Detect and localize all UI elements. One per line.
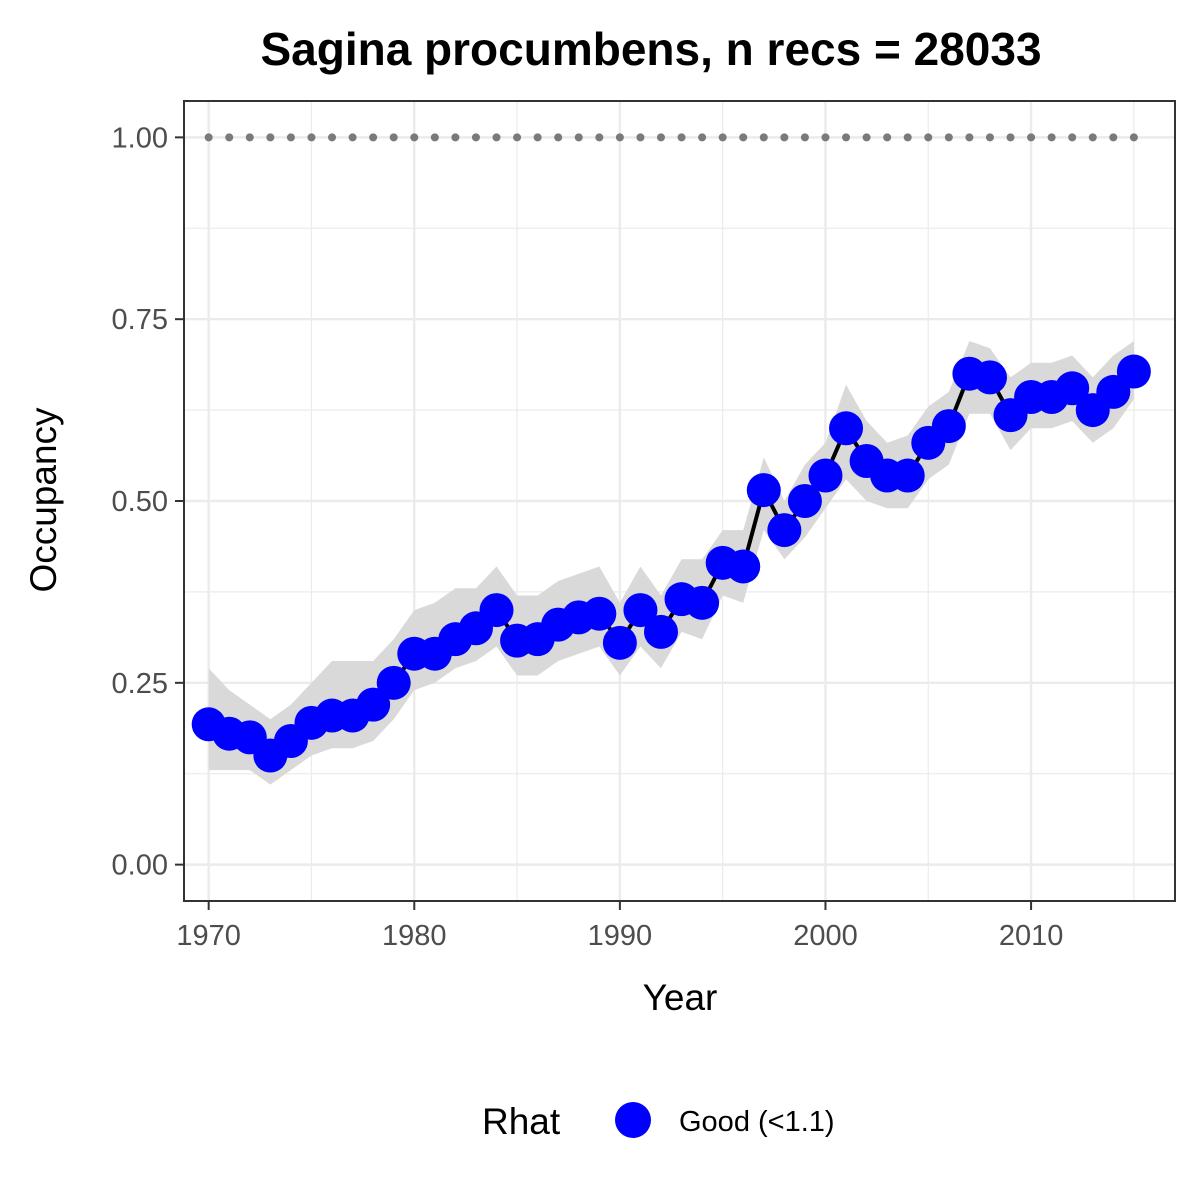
confidence-ribbon-layer [208, 341, 1134, 785]
y-tick-label: 0.75 [112, 304, 168, 336]
reference-dot [821, 133, 830, 142]
y-tick-label: 0.50 [112, 486, 168, 518]
legend-label-good: Good (<1.1) [679, 1106, 835, 1138]
data-point [972, 360, 1007, 395]
reference-dot [1047, 133, 1056, 142]
y-tick-label: 0.00 [112, 850, 168, 882]
reference-dot [842, 133, 851, 142]
data-points-layer [191, 354, 1151, 773]
reference-dot [533, 133, 542, 142]
reference-dot [780, 133, 789, 142]
reference-dot [286, 133, 295, 142]
y-axis-title: Occupancy [23, 407, 64, 593]
reference-dot [451, 133, 460, 142]
reference-dot [225, 133, 234, 142]
reference-dot [554, 133, 563, 142]
reference-line-layer [204, 133, 1138, 142]
data-point [479, 593, 514, 628]
reference-dot [677, 133, 686, 142]
grid-major [184, 101, 1175, 901]
data-point [808, 458, 843, 493]
data-point [623, 593, 658, 628]
reference-dot [1129, 133, 1138, 142]
reference-dot [924, 133, 933, 142]
reference-dot [369, 133, 378, 142]
reference-dot [615, 133, 624, 142]
data-point [602, 625, 637, 660]
data-point [1055, 371, 1090, 406]
x-tick-label: 1970 [176, 920, 241, 952]
data-point [767, 513, 802, 548]
confidence-ribbon [208, 341, 1134, 785]
reference-dot [595, 133, 604, 142]
reference-dot [1109, 133, 1118, 142]
data-point [685, 585, 720, 620]
chart-title: Sagina procumbens, n recs = 28033 [260, 23, 1041, 75]
data-point [746, 473, 781, 508]
y-tick-label: 1.00 [112, 122, 168, 154]
reference-dot [328, 133, 337, 142]
data-point [829, 411, 864, 446]
reference-dot [1088, 133, 1097, 142]
reference-dot [656, 133, 665, 142]
data-point [890, 458, 925, 493]
reference-dot [636, 133, 645, 142]
y-axis: 0.00 0.25 0.50 0.75 1.00 [112, 122, 184, 882]
reference-dot [348, 133, 357, 142]
reference-dot [204, 133, 213, 142]
reference-dot [471, 133, 480, 142]
x-tick-label: 2000 [793, 920, 858, 952]
data-point [1116, 354, 1151, 389]
reference-dot [862, 133, 871, 142]
reference-dot [800, 133, 809, 142]
reference-dot [903, 133, 912, 142]
reference-dot [759, 133, 768, 142]
reference-dot [1027, 133, 1036, 142]
reference-dot [698, 133, 707, 142]
data-point [787, 484, 822, 518]
x-tick-label: 1990 [588, 920, 653, 952]
reference-dot [389, 133, 398, 142]
reference-dot [718, 133, 727, 142]
reference-dot [410, 133, 419, 142]
x-axis-title: Year [643, 977, 718, 1018]
plot-panel [183, 100, 1176, 902]
data-point [643, 614, 678, 649]
data-point [356, 687, 391, 722]
reference-dot [965, 133, 974, 142]
legend-key-good [615, 1102, 651, 1138]
reference-dot [739, 133, 748, 142]
x-tick-label: 2010 [999, 920, 1064, 952]
reference-dot [1068, 133, 1077, 142]
data-point [582, 596, 617, 631]
x-tick-label: 1980 [382, 920, 447, 952]
legend: Rhat Good (<1.1) [482, 1101, 835, 1142]
reference-dot [307, 133, 316, 142]
reference-dot [1006, 133, 1015, 142]
reference-dot [266, 133, 275, 142]
reference-dot [944, 133, 953, 142]
x-axis: 1970 1980 1990 2000 2010 [176, 901, 1063, 952]
reference-dot [574, 133, 583, 142]
reference-dot [883, 133, 892, 142]
reference-dot [513, 133, 522, 142]
data-point [376, 665, 411, 700]
reference-dot [245, 133, 254, 142]
reference-dot [430, 133, 439, 142]
y-tick-label: 0.25 [112, 668, 168, 700]
legend-title: Rhat [482, 1101, 561, 1142]
reference-dot [492, 133, 501, 142]
data-point [931, 409, 966, 444]
reference-dot [985, 133, 994, 142]
data-point [726, 549, 761, 584]
